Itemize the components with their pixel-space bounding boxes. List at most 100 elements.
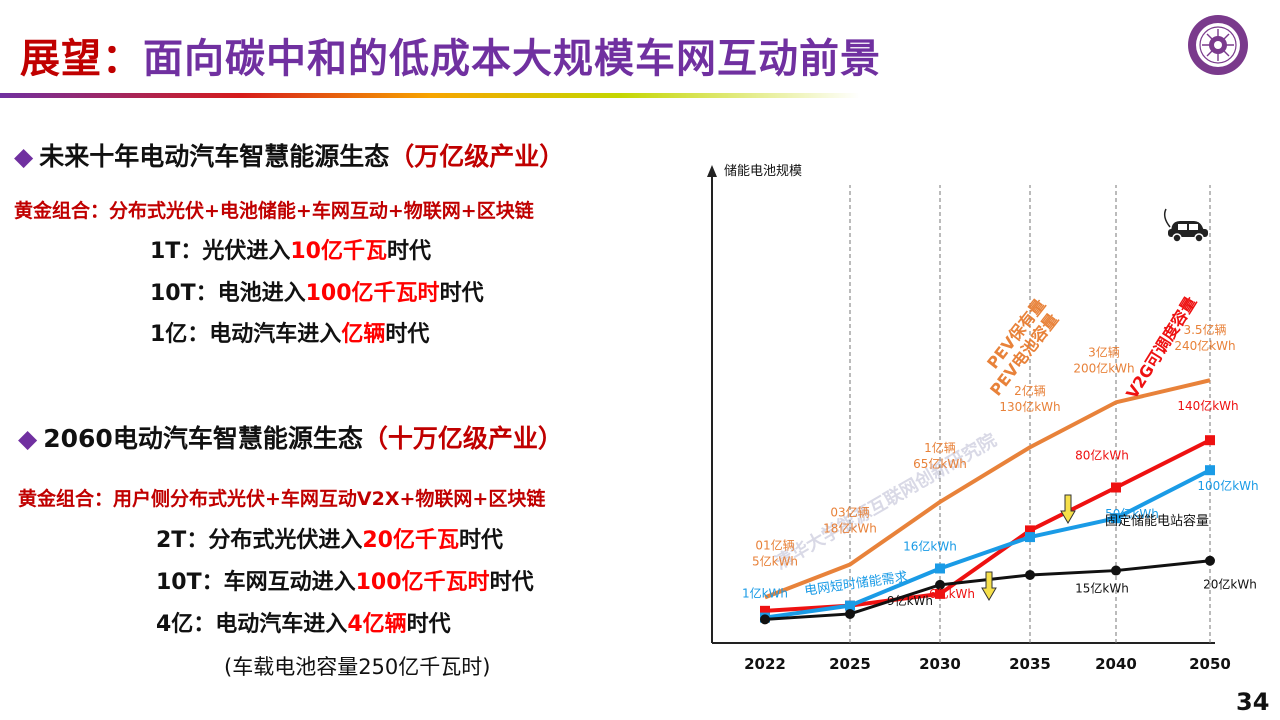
series-line-grid_demand — [764, 468, 1211, 620]
data-point-v2g — [760, 605, 770, 616]
x-tick-label: 2040 — [1095, 655, 1137, 673]
series-name-fixed: 固定储能电站容量 — [1105, 513, 1209, 529]
data-point-grid_demand — [845, 600, 855, 611]
section2-heading: ◆ 2060电动汽车智慧能源生态（十万亿级产业） — [18, 419, 563, 455]
title-main: 面向碳中和的低成本大规模车网互动前景 — [143, 36, 881, 82]
data-point-grid_demand — [1205, 465, 1215, 476]
section1-line-2: 10T：电池进入100亿千瓦时时代 — [150, 275, 484, 307]
x-tick-label: 2022 — [744, 655, 786, 673]
page-title: 展望：面向碳中和的低成本大规模车网互动前景 — [20, 26, 881, 84]
line-text: 时代 — [406, 612, 451, 637]
data-label-grid_demand: 100亿kWh — [1197, 478, 1258, 493]
data-label-pev: 3亿辆 200亿kWh — [1073, 344, 1134, 375]
data-label-fixed: 15亿kWh — [1075, 581, 1129, 596]
y-axis-arrow-icon — [707, 165, 717, 177]
data-label-v2g: 140亿kWh — [1177, 398, 1238, 413]
watermark: 清华大学能源互联网创新研究院 — [771, 429, 1000, 574]
line-highlight: 4亿辆 — [347, 612, 407, 637]
line-highlight: 100亿千瓦时 — [355, 570, 490, 595]
y-axis-label: 储能电池规模 — [724, 164, 802, 179]
section1-combo-label: 黄金组合： — [14, 200, 110, 222]
data-label-pev: 3.5亿辆 240亿kWh — [1174, 322, 1235, 353]
data-label-pev: 1亿辆 65亿kWh — [913, 440, 967, 471]
data-point-grid_demand — [1111, 513, 1121, 524]
energy-storage-chart: 清华大学能源互联网创新研究院 储能电池规模 2022 2025 2030 2035 204… — [707, 164, 1259, 673]
line-text: 时代 — [489, 570, 534, 595]
data-label-pev: 01亿辆 5亿kWh — [752, 537, 798, 568]
chart-series — [760, 378, 1215, 625]
line-text: 时代 — [385, 322, 430, 347]
data-point-v2g — [1205, 435, 1215, 446]
data-label-line: 130亿kWh — [999, 399, 1060, 414]
section2-line-3: 4亿：电动汽车进入4亿辆时代 — [156, 606, 451, 638]
title-prefix: 展望： — [20, 36, 143, 82]
data-point-grid_demand — [1025, 532, 1035, 543]
page-number: 34 — [1236, 688, 1270, 716]
section1-combo-value: 分布式光伏+电池储能+车网互动+物联网+区块链 — [109, 200, 534, 222]
section1-heading: ◆ 未来十年电动汽车智慧能源生态（万亿级产业） — [14, 137, 564, 173]
section1-line-1: 1T：光伏进入10亿千瓦时代 — [150, 233, 431, 265]
section1-heading-scale: （万亿级产业） — [389, 142, 565, 171]
diamond-bullet-icon: ◆ — [18, 424, 38, 453]
data-point-fixed — [845, 608, 855, 619]
line-text: 1T：光伏进入 — [150, 239, 291, 264]
data-label-line: 240亿kWh — [1174, 338, 1235, 353]
car-window — [1178, 224, 1187, 230]
data-label-line: 200亿kWh — [1073, 360, 1134, 375]
data-label-line: 80亿kWh — [1075, 447, 1129, 462]
line-text: 10T：电池进入 — [150, 281, 306, 306]
data-label-line: 3亿辆 — [1088, 344, 1120, 359]
line-text: 1亿：电动汽车进入 — [150, 322, 342, 347]
x-tick-label: 2050 — [1189, 655, 1231, 673]
series-line-fixed — [764, 559, 1211, 621]
data-label-line: 15亿kWh — [1075, 581, 1129, 596]
data-label-line: 6亿kWh — [929, 586, 975, 601]
line-text: 4亿：电动汽车进入 — [156, 612, 348, 637]
line-highlight: 20亿千瓦 — [362, 528, 459, 553]
section2-combo-value: 用户侧分布式光伏+车网互动V2X+物联网+区块链 — [113, 488, 546, 510]
x-tick-label: 2035 — [1009, 655, 1051, 673]
data-label-pev: 03亿辆 18亿kWh — [823, 505, 877, 536]
tsinghua-seal-logo — [1188, 15, 1248, 75]
battery-capacity-note: (车载电池容量250亿千瓦时) — [224, 655, 491, 679]
section2-combo: 黄金组合：用户侧分布式光伏+车网互动V2X+物联网+区块链 — [18, 484, 545, 511]
down-arrow-icon — [1060, 494, 1076, 524]
data-label-v2g: 80亿kWh — [1075, 447, 1129, 462]
data-label-fixed: 9亿kWh — [887, 593, 933, 608]
section2-combo-label: 黄金组合： — [18, 488, 114, 510]
down-arrow-icon — [981, 571, 997, 601]
data-label-grid_demand: 1亿kWh — [742, 586, 788, 601]
section2-heading-text: 2060电动汽车智慧能源生态 — [43, 424, 363, 453]
line-text: 时代 — [458, 528, 503, 553]
section1-combo: 黄金组合：分布式光伏+电池储能+车网互动+物联网+区块链 — [14, 196, 534, 223]
charging-cable — [1163, 208, 1171, 228]
line-text: 时代 — [439, 281, 484, 306]
data-label-line: 100亿kWh — [1197, 478, 1258, 493]
data-label-pev: 2亿辆 130亿kWh — [999, 383, 1060, 414]
data-label-line: 20亿kWh — [1203, 577, 1257, 592]
line-text: 10T：车网互动进入 — [156, 570, 356, 595]
chart-labels: 01亿辆 5亿kWh 03亿辆 18亿kWh 1亿辆 65亿kWh 2亿辆 130亿kWh 3亿… — [742, 293, 1259, 608]
data-label-line: 3.5亿辆 — [1183, 322, 1226, 337]
chart-decorations — [981, 208, 1208, 601]
car-wheel — [1172, 233, 1182, 243]
section1-line-3: 1亿：电动汽车进入亿辆时代 — [150, 316, 429, 348]
data-label-line: 03亿辆 — [830, 505, 869, 520]
section1-heading-text: 未来十年电动汽车智慧能源生态 — [39, 142, 390, 171]
data-point-fixed — [1205, 555, 1215, 566]
data-point-fixed — [935, 579, 945, 590]
data-label-line: 18亿kWh — [823, 521, 877, 536]
line-highlight: 亿辆 — [341, 322, 386, 347]
car-window — [1189, 224, 1198, 230]
section2-line-1: 2T：分布式光伏进入20亿千瓦时代 — [156, 522, 503, 554]
x-tick-label: 2025 — [829, 655, 871, 673]
data-label-line: 01亿辆 — [755, 537, 794, 552]
line-highlight: 10亿千瓦 — [290, 239, 387, 264]
car-icon — [1163, 208, 1208, 243]
series-line-pev — [764, 378, 1211, 600]
data-point-fixed — [760, 614, 770, 625]
line-highlight: 100亿千瓦时 — [305, 281, 440, 306]
data-label-line: 9亿kWh — [887, 593, 933, 608]
data-point-v2g — [935, 588, 945, 599]
data-label-line: 140亿kWh — [1177, 398, 1238, 413]
